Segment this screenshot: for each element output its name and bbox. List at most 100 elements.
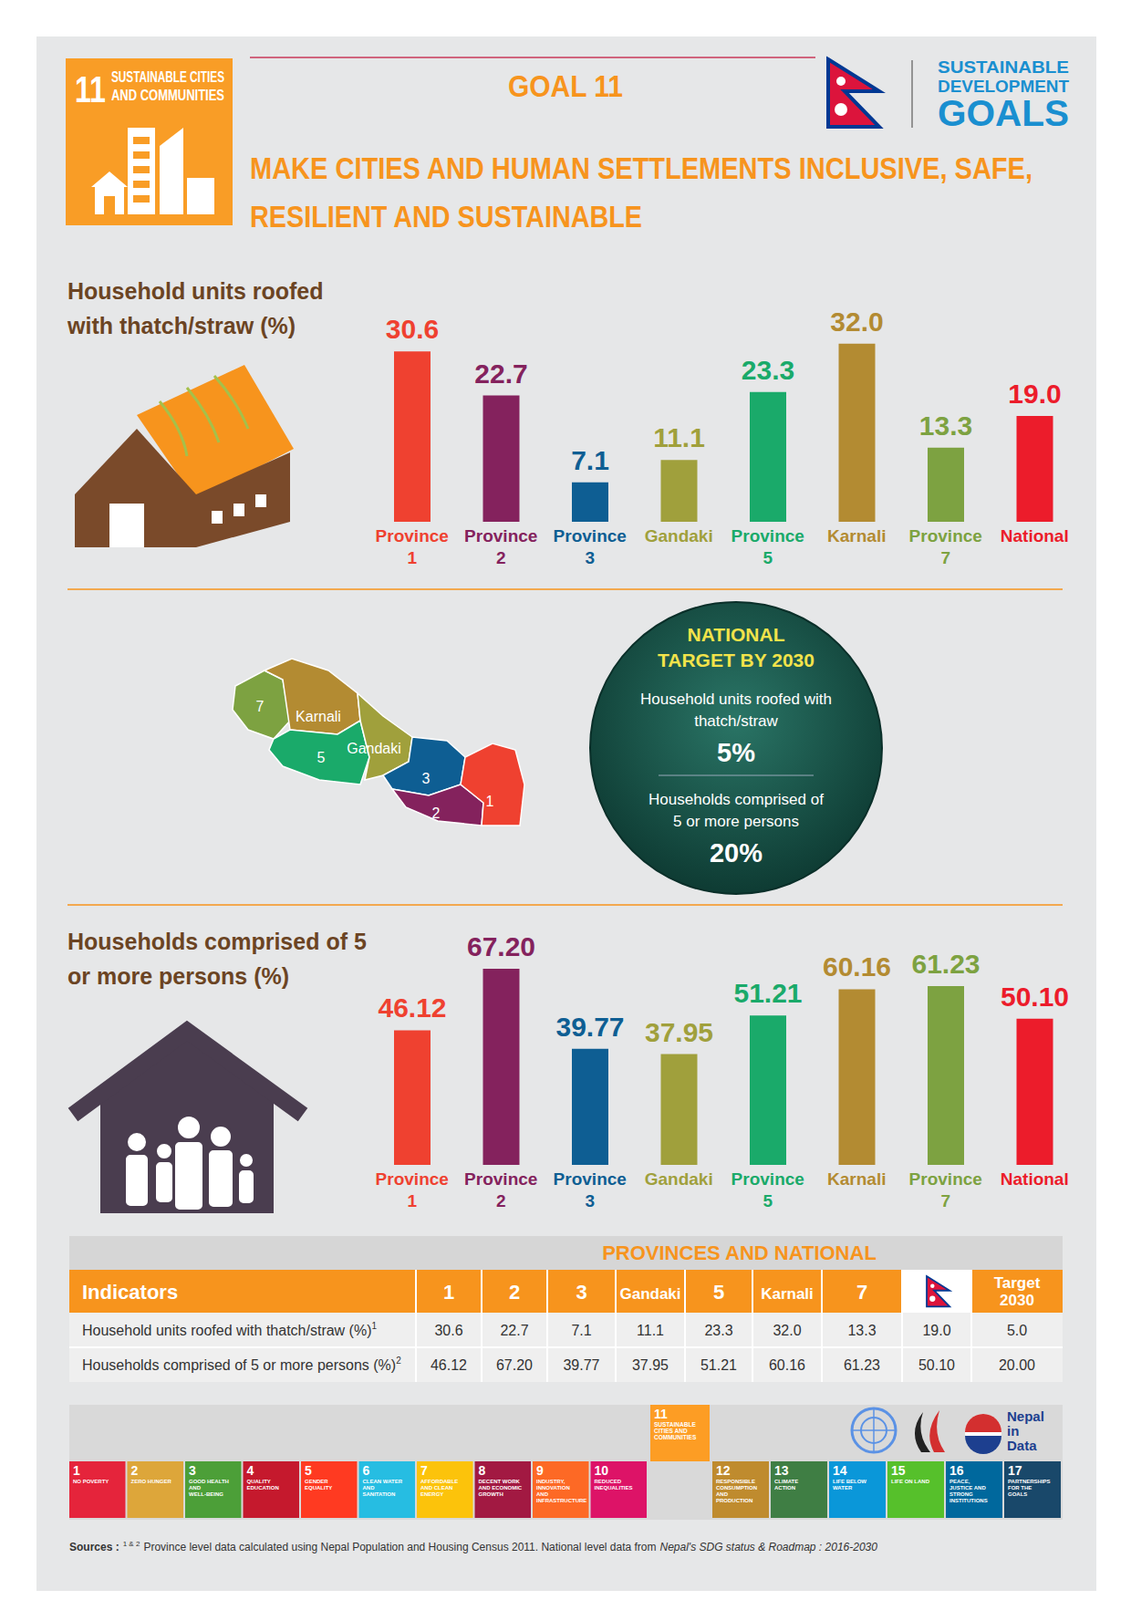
svg-text:Karnali: Karnali bbox=[827, 1169, 886, 1189]
svg-text:5: 5 bbox=[762, 548, 773, 568]
svg-text:TARGET BY 2030: TARGET BY 2030 bbox=[657, 649, 815, 671]
svg-text:GROWTH: GROWTH bbox=[478, 1491, 504, 1497]
svg-text:50.10: 50.10 bbox=[1000, 981, 1069, 1012]
svg-text:PEACE,: PEACE, bbox=[949, 1478, 971, 1484]
svg-text:AND ECONOMIC: AND ECONOMIC bbox=[478, 1484, 523, 1491]
svg-text:60.16: 60.16 bbox=[768, 1357, 806, 1373]
svg-text:EQUALITY: EQUALITY bbox=[304, 1484, 333, 1491]
svg-text:5.0: 5.0 bbox=[1006, 1322, 1028, 1339]
svg-text:thatch/straw: thatch/straw bbox=[694, 712, 779, 730]
svg-text:5%: 5% bbox=[716, 737, 756, 768]
svg-text:46.12: 46.12 bbox=[377, 992, 447, 1023]
svg-text:AND: AND bbox=[363, 1484, 376, 1491]
svg-text:Province: Province bbox=[375, 1169, 449, 1189]
svg-text:51.21: 51.21 bbox=[733, 977, 802, 1008]
svg-text:ENERGY: ENERGY bbox=[420, 1491, 444, 1497]
svg-text:30.6: 30.6 bbox=[385, 313, 439, 344]
svg-text:in: in bbox=[1006, 1422, 1019, 1439]
svg-text:PRODUCTION: PRODUCTION bbox=[715, 1497, 753, 1504]
svg-text:Household units roofed with th: Household units roofed with thatch/straw… bbox=[82, 1320, 377, 1339]
svg-text:STRONG: STRONG bbox=[949, 1491, 974, 1497]
svg-text:Sources :1 & 2Province level d: Sources :1 & 2Province level data calcul… bbox=[69, 1539, 878, 1554]
svg-text:NATIONAL: NATIONAL bbox=[687, 623, 786, 645]
svg-text:FOR THE: FOR THE bbox=[1007, 1484, 1032, 1491]
svg-text:19.0: 19.0 bbox=[922, 1322, 951, 1339]
svg-text:5: 5 bbox=[762, 1191, 773, 1211]
svg-text:Gandaki: Gandaki bbox=[619, 1285, 681, 1303]
svg-text:32.0: 32.0 bbox=[772, 1322, 801, 1339]
svg-text:6: 6 bbox=[363, 1463, 371, 1478]
svg-text:INFRASTRUCTURE: INFRASTRUCTURE bbox=[536, 1497, 587, 1504]
svg-text:9: 9 bbox=[536, 1463, 544, 1478]
svg-text:INDUSTRY,: INDUSTRY, bbox=[536, 1478, 566, 1484]
svg-text:GOALS: GOALS bbox=[1007, 1491, 1028, 1497]
svg-text:Karnali: Karnali bbox=[760, 1285, 814, 1303]
svg-text:GOAL 11: GOAL 11 bbox=[508, 68, 623, 104]
svg-text:15: 15 bbox=[891, 1463, 906, 1478]
svg-text:DECENT WORK: DECENT WORK bbox=[478, 1478, 521, 1484]
svg-text:ACTION: ACTION bbox=[774, 1484, 796, 1491]
svg-text:CLEAN WATER: CLEAN WATER bbox=[363, 1478, 404, 1484]
svg-text:7: 7 bbox=[940, 548, 951, 568]
svg-text:INEQUALITIES: INEQUALITIES bbox=[594, 1484, 633, 1491]
svg-text:AND CLEAN: AND CLEAN bbox=[420, 1484, 453, 1491]
svg-text:Karnali: Karnali bbox=[295, 708, 342, 725]
svg-text:1: 1 bbox=[72, 1463, 81, 1478]
svg-text:2: 2 bbox=[131, 1463, 139, 1478]
svg-text:Province: Province bbox=[731, 526, 805, 546]
svg-text:AND: AND bbox=[715, 1491, 729, 1497]
svg-text:Households comprised of: Households comprised of bbox=[648, 790, 824, 809]
svg-text:37.95: 37.95 bbox=[644, 1016, 714, 1048]
svg-text:MAKE CITIES AND HUMAN SETTLEME: MAKE CITIES AND HUMAN SETTLEMENTS INCLUS… bbox=[249, 150, 1033, 186]
svg-text:INSTITUTIONS: INSTITUTIONS bbox=[949, 1497, 988, 1504]
svg-text:QUALITY: QUALITY bbox=[247, 1478, 271, 1484]
svg-text:ZERO HUNGER: ZERO HUNGER bbox=[131, 1478, 173, 1484]
svg-text:CONSUMPTION: CONSUMPTION bbox=[715, 1484, 758, 1491]
svg-text:2: 2 bbox=[496, 548, 507, 568]
svg-text:12: 12 bbox=[715, 1463, 731, 1478]
svg-text:7.1: 7.1 bbox=[570, 1322, 592, 1339]
svg-text:WELL-BEING: WELL-BEING bbox=[188, 1491, 224, 1497]
svg-text:61.23: 61.23 bbox=[911, 948, 980, 979]
svg-text:5: 5 bbox=[713, 1280, 725, 1304]
svg-text:10: 10 bbox=[594, 1463, 610, 1478]
svg-text:AND: AND bbox=[188, 1484, 202, 1491]
svg-text:23.3: 23.3 bbox=[741, 354, 795, 385]
svg-text:14: 14 bbox=[832, 1463, 848, 1478]
svg-text:50.10: 50.10 bbox=[918, 1357, 955, 1373]
svg-text:GOALS: GOALS bbox=[937, 93, 1069, 134]
svg-text:3: 3 bbox=[188, 1463, 197, 1478]
svg-text:JUSTICE AND: JUSTICE AND bbox=[949, 1484, 986, 1491]
svg-text:3: 3 bbox=[575, 1280, 587, 1304]
svg-text:20.00: 20.00 bbox=[998, 1357, 1036, 1373]
svg-text:16: 16 bbox=[949, 1463, 965, 1478]
svg-text:8: 8 bbox=[478, 1463, 487, 1478]
svg-text:67.20: 67.20 bbox=[466, 931, 536, 962]
svg-text:GENDER: GENDER bbox=[304, 1478, 329, 1484]
svg-text:7.1: 7.1 bbox=[570, 445, 610, 476]
svg-text:17: 17 bbox=[1007, 1463, 1023, 1478]
svg-text:Target: Target bbox=[994, 1274, 1041, 1292]
svg-text:Karnali: Karnali bbox=[827, 526, 886, 546]
svg-text:5: 5 bbox=[317, 749, 326, 766]
svg-text:Gandaki: Gandaki bbox=[644, 1169, 714, 1189]
svg-text:3: 3 bbox=[422, 770, 431, 787]
svg-text:22.7: 22.7 bbox=[499, 1322, 529, 1339]
svg-text:Province: Province bbox=[731, 1169, 805, 1189]
svg-text:39.77: 39.77 bbox=[555, 1011, 624, 1042]
svg-text:Province: Province bbox=[553, 1169, 627, 1189]
svg-text:Province: Province bbox=[464, 526, 538, 546]
svg-text:AFFORDABLE: AFFORDABLE bbox=[420, 1478, 458, 1484]
svg-text:67.20: 67.20 bbox=[496, 1357, 533, 1373]
svg-text:AND: AND bbox=[536, 1491, 550, 1497]
svg-text:23.3: 23.3 bbox=[704, 1322, 733, 1339]
svg-text:20%: 20% bbox=[709, 838, 763, 868]
svg-text:7: 7 bbox=[856, 1280, 868, 1304]
svg-text:SUSTAINABLE: SUSTAINABLE bbox=[937, 57, 1069, 77]
svg-text:7: 7 bbox=[940, 1191, 951, 1211]
svg-text:13: 13 bbox=[774, 1463, 789, 1478]
svg-text:SUSTAINABLE CITIES: SUSTAINABLE CITIES bbox=[111, 68, 225, 86]
svg-text:CITIES AND: CITIES AND bbox=[653, 1427, 688, 1434]
svg-text:1: 1 bbox=[406, 548, 417, 568]
svg-text:SANITATION: SANITATION bbox=[363, 1491, 396, 1497]
